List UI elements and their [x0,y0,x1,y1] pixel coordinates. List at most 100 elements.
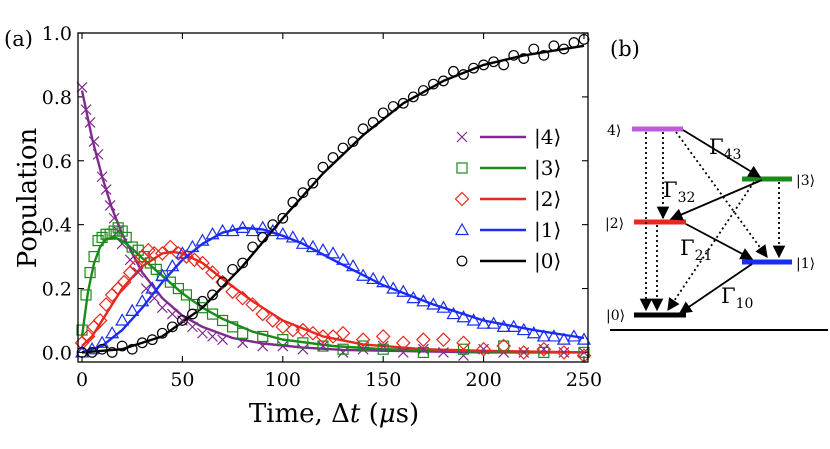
data-point-level-2 [163,239,178,255]
data-point-level-4 [277,340,289,352]
data-point-level-1 [406,290,421,304]
fit-line-level-0 [81,44,585,354]
data-point-level-3 [216,314,229,327]
data-point-level-2 [171,246,186,261]
data-point-level-2 [436,332,451,347]
data-point-level-1 [225,223,240,237]
data-point-level-2 [285,322,301,338]
data-point-level-3 [417,346,429,359]
data-point-level-4 [104,200,116,211]
data-point-level-0 [508,49,520,61]
data-point-level-3 [357,340,369,352]
data-point-level-0 [397,97,409,109]
data-point-level-4 [148,292,160,304]
data-point-level-4 [257,340,269,352]
data-point-level-4 [96,171,108,183]
data-point-level-3 [317,340,329,352]
data-point-level-0 [528,43,540,55]
data-point-level-2 [416,332,431,347]
data-point-level-4 [438,346,449,358]
data-point-level-4 [156,302,168,314]
data-point-level-0 [367,117,379,128]
legend-label-2: |2⟩ [534,187,561,212]
data-point-level-1 [135,294,150,307]
data-point-level-1 [165,258,180,272]
data-point-level-1 [336,252,351,265]
data-point-level-2 [355,332,371,347]
legend-marker-4 [456,131,468,143]
data-point-level-4 [88,136,100,148]
x-label-text: Time, [249,399,331,429]
data-point-level-0 [377,107,389,119]
rate-gamma-32: Γ32 [663,178,695,206]
data-point-level-2 [275,319,291,335]
data-point-level-1 [426,297,441,310]
legend-label-4: |4⟩ [534,125,561,150]
data-point-level-0 [116,340,128,352]
data-point-level-0 [337,142,349,154]
data-point-level-0 [217,276,228,288]
data-point-level-1 [315,242,330,256]
data-point-level-0 [307,177,319,189]
data-point-level-1 [466,313,481,326]
data-point-level-0 [96,343,108,355]
data-point-level-3 [84,266,96,279]
data-point-level-0 [518,53,530,64]
x-label-open: ( [360,399,378,429]
rate-gamma-21: Γ21 [680,236,712,264]
data-point-level-0 [407,91,419,103]
data-point-level-3 [538,346,550,359]
data-point-level-3 [457,343,470,355]
data-point-level-0 [578,33,590,45]
data-point-level-3 [164,276,176,288]
data-point-level-3 [227,321,239,333]
y-tick-label: 1.0 [42,23,72,45]
y-tick-label: 0.8 [42,87,72,109]
data-point-level-0 [106,347,118,358]
data-point-level-0 [478,59,489,71]
y-tick-label: 0.2 [42,279,72,301]
data-point-level-2 [265,313,281,328]
x-tick-label: 150 [365,369,401,391]
data-point-level-1 [386,281,401,294]
dotted-3-to-0 [667,181,755,312]
data-point-level-1 [346,258,361,272]
data-point-level-0 [498,59,510,71]
data-point-level-3 [76,324,88,336]
data-point-level-2 [205,265,220,280]
y-tick-label: 0.6 [42,151,72,173]
data-point-level-3 [180,289,193,301]
x-axis-label: Time, Δt (μs) [249,399,419,429]
data-point-level-3 [337,343,349,355]
data-point-level-1 [245,223,260,237]
dotted-4-to-1 [675,131,768,259]
data-point-level-2 [235,290,250,306]
level-0-label: |0⟩ [606,308,625,324]
data-point-level-0 [136,337,148,349]
data-point-level-2 [116,274,132,290]
y-axis-label: Population [13,128,43,269]
data-point-level-1 [506,319,521,332]
data-point-level-1 [366,271,381,285]
data-point-level-4 [80,104,92,116]
data-point-level-3 [277,334,289,346]
data-point-level-0 [237,257,249,269]
data-point-level-3 [80,289,92,301]
legend-label-3: |3⟩ [534,156,561,181]
data-point-level-1 [305,239,320,253]
data-point-level-1 [536,329,551,342]
data-point-level-3 [206,308,219,320]
data-point-level-0 [548,40,560,52]
population-chart: 0 50 100 150 200 250 0.0 0.2 0.4 0.6 0.8 1.0 Popula… [13,23,602,429]
data-point-level-1 [205,227,220,240]
data-point-level-0 [207,289,218,301]
y-tick-label: 0.0 [42,342,72,364]
data-point-level-0 [156,327,168,339]
x-label-unit: s) [396,399,420,429]
data-markers [74,33,592,363]
level-2-label: |2⟩ [605,216,624,232]
data-point-level-2 [154,246,170,261]
data-point-level-3 [297,337,309,349]
data-point-level-3 [108,225,120,237]
level-diagram: 4⟩ |3⟩ |2⟩ |1⟩ |0⟩ Γ43 Γ32 Γ21 Γ10 [605,123,828,331]
